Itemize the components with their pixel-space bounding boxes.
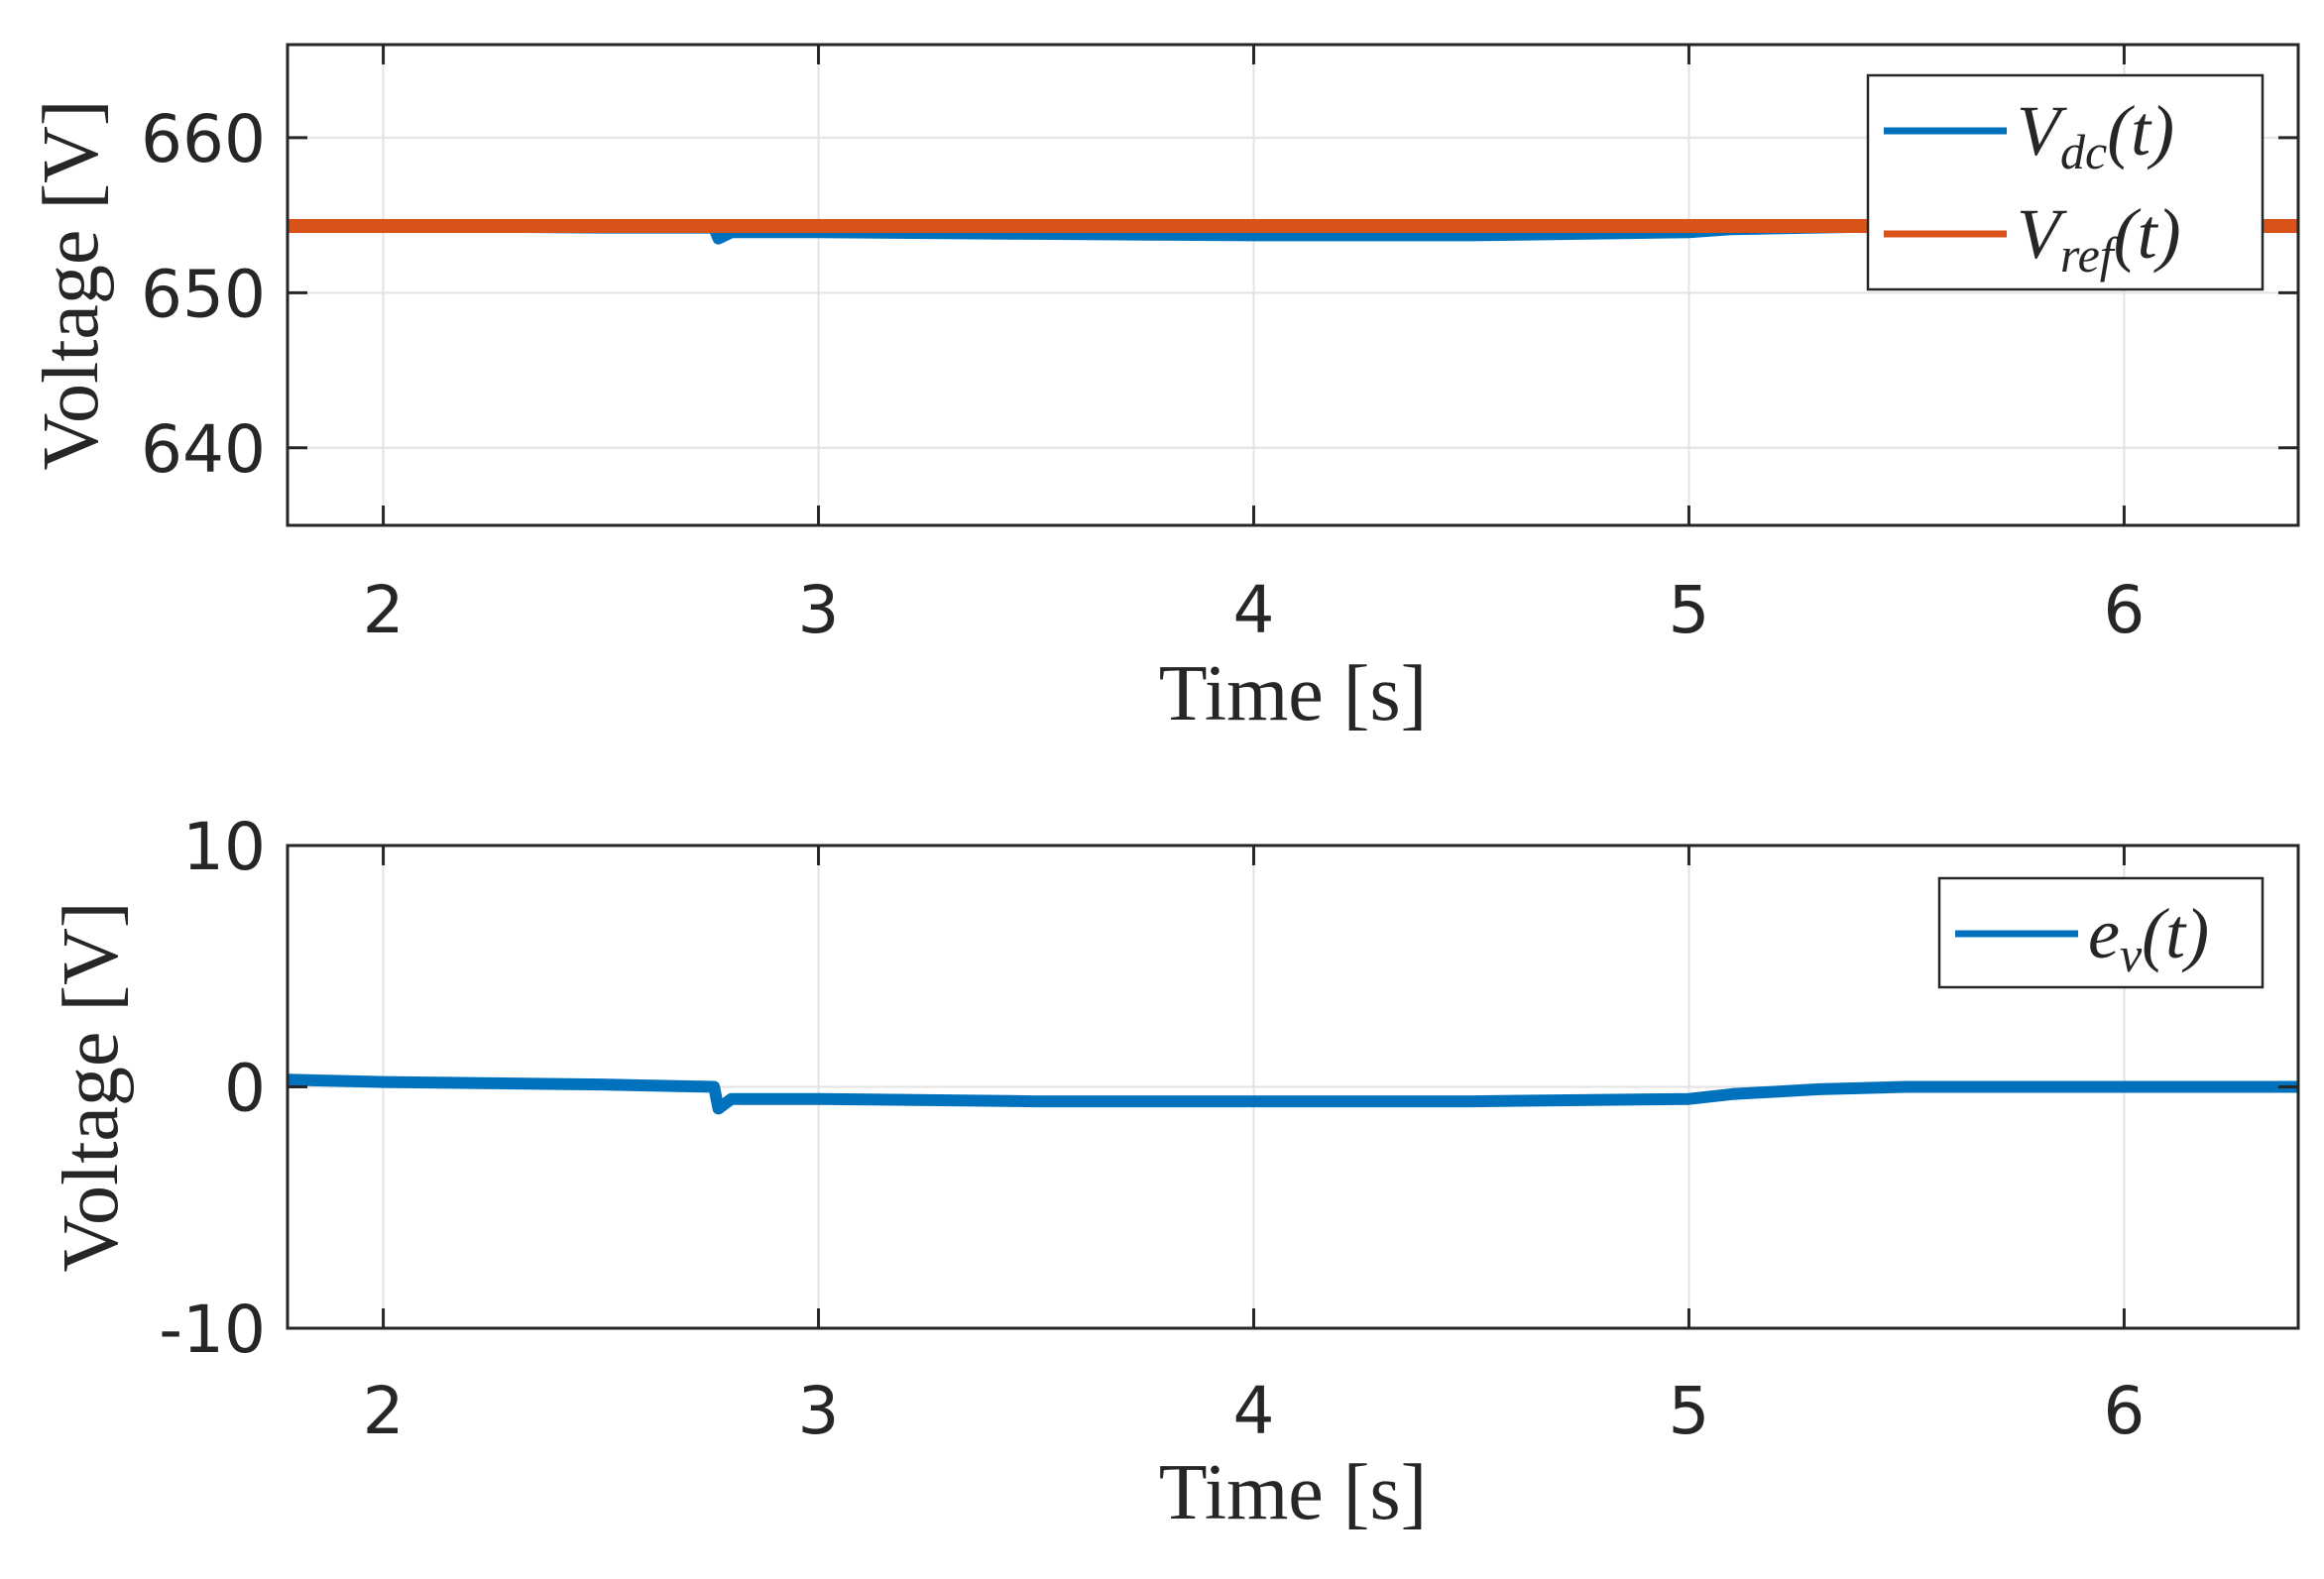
y-tick-label: 10 bbox=[182, 809, 266, 885]
x-tick-label: 6 bbox=[2103, 1373, 2145, 1449]
x-tick-label: 5 bbox=[1668, 1373, 1709, 1449]
series-line-1 bbox=[287, 1073, 2298, 1115]
x-axis-label: Time [s] bbox=[1159, 650, 1427, 737]
x-tick-label: 2 bbox=[363, 1373, 405, 1449]
x-tick-label: 6 bbox=[2103, 572, 2145, 648]
x-tick-label: 4 bbox=[1232, 572, 1274, 648]
y-tick-label: -10 bbox=[159, 1292, 266, 1368]
x-axis-label: Time [s] bbox=[1159, 1449, 1427, 1536]
y-axis-label: Voltage [V] bbox=[48, 902, 135, 1273]
x-tick-label: 3 bbox=[798, 1373, 840, 1449]
y-tick-label: 640 bbox=[141, 411, 266, 488]
x-tick-label: 5 bbox=[1668, 572, 1709, 648]
chart-bottom-error: 2 3 4 5 6 -10 0 10 Time [s] Voltage [V] ev(t) bbox=[48, 809, 2300, 1536]
axes-box bbox=[286, 43, 2300, 527]
legend-entry-1: ev(t) bbox=[2088, 894, 2209, 982]
legend-entry-1: Vdc(t) bbox=[2017, 91, 2174, 179]
y-tick-label: 650 bbox=[141, 256, 266, 332]
y-tick-label: 660 bbox=[141, 101, 266, 177]
y-tick-label: 0 bbox=[224, 1051, 266, 1127]
legend-entry-2: Vref(t) bbox=[2017, 194, 2181, 282]
x-tick-label: 3 bbox=[798, 572, 840, 648]
legend: Vdc(t) Vref(t) bbox=[1866, 73, 2265, 291]
legend: ev(t) bbox=[1937, 876, 2265, 989]
y-axis-label: Voltage [V] bbox=[28, 100, 115, 471]
x-tick-label: 4 bbox=[1232, 1373, 1274, 1449]
legend-box bbox=[1866, 73, 2265, 291]
x-tick-label: 2 bbox=[363, 572, 405, 648]
